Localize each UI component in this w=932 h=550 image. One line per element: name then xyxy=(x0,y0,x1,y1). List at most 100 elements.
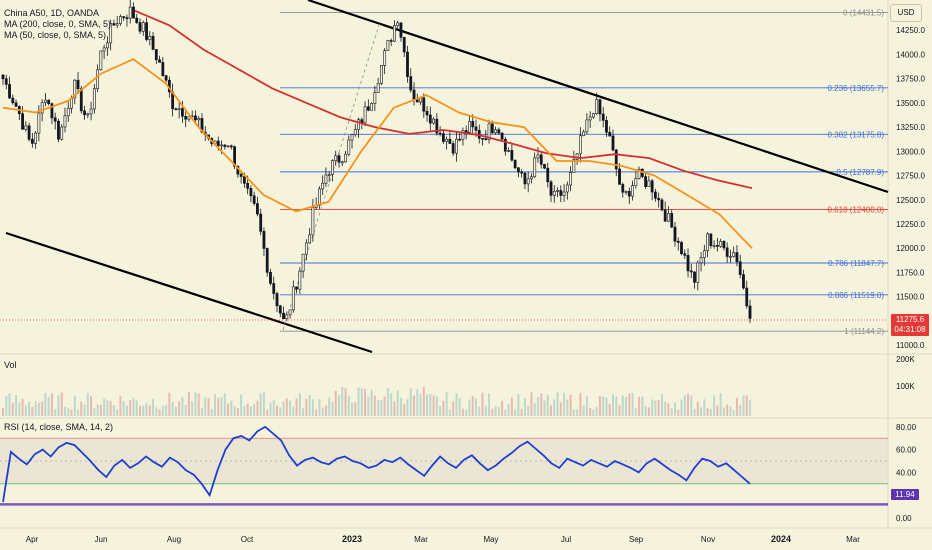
volume-bar xyxy=(132,397,135,416)
candle-body xyxy=(275,293,279,307)
candle-body xyxy=(422,97,426,112)
volume-bar xyxy=(328,397,331,416)
channel-upper-trendline[interactable] xyxy=(307,0,889,194)
time-tick-jun: Jun xyxy=(95,535,108,544)
volume-bar xyxy=(380,399,383,416)
candle-body xyxy=(115,23,119,26)
volume-bar xyxy=(569,394,572,416)
volume-bar xyxy=(602,396,605,416)
candle-body xyxy=(301,253,305,272)
candle-body xyxy=(308,234,312,244)
candle-body xyxy=(324,174,328,184)
candle-body xyxy=(298,270,302,290)
volume-title[interactable]: Vol xyxy=(4,360,17,370)
volume-bar xyxy=(341,386,344,416)
volume-bar xyxy=(249,406,252,416)
fib-label-0: 0 (14431.5) xyxy=(843,9,884,18)
candle-body xyxy=(63,115,67,128)
candle-body xyxy=(24,125,28,130)
candle-body xyxy=(706,233,709,251)
currency-button[interactable]: USD xyxy=(890,4,922,22)
volume-bar xyxy=(641,396,644,416)
rsi-title[interactable]: RSI (14, close, SMA, 14, 2) xyxy=(4,422,114,432)
volume-bar xyxy=(533,403,536,416)
candle-body xyxy=(428,114,432,124)
candle-body xyxy=(435,118,439,134)
volume-bar xyxy=(559,402,562,416)
volume-bar xyxy=(214,394,217,416)
candle-body xyxy=(588,116,592,121)
candle-body xyxy=(657,197,661,201)
volume-bar xyxy=(47,396,50,416)
time-axis[interactable]: Apr Jun Aug Oct 2023 Mar May Jul Sep Nov 2024 Mar xyxy=(26,534,860,544)
price-tick: 13750.0 xyxy=(896,75,925,84)
candle-body xyxy=(601,113,605,121)
volume-bar xyxy=(28,401,31,416)
candle-body xyxy=(119,16,122,24)
volume-bar xyxy=(439,405,442,416)
candle-body xyxy=(500,132,504,140)
candle-body xyxy=(135,17,139,23)
candle-body xyxy=(523,172,527,185)
volume-bar xyxy=(142,405,145,416)
price-candles xyxy=(1,0,752,324)
volume-bar xyxy=(478,406,481,416)
volume-bar xyxy=(605,397,608,416)
candle-body xyxy=(660,199,664,211)
volume-bar xyxy=(90,396,93,416)
time-tick-jul: Jul xyxy=(561,535,571,544)
candle-body xyxy=(693,271,696,283)
volume-bar xyxy=(337,395,340,416)
candle-body xyxy=(216,140,220,147)
volume-bar xyxy=(680,399,683,416)
volume-bar xyxy=(145,403,148,416)
candle-body xyxy=(683,253,687,256)
channel-lower-trendline[interactable] xyxy=(5,231,373,354)
candle-body xyxy=(396,22,400,26)
candle-body xyxy=(412,89,416,100)
volume-bar xyxy=(589,408,592,416)
candle-body xyxy=(748,305,752,319)
candle-body xyxy=(530,176,533,180)
ma200-legend[interactable]: MA (200, close, 0, SMA, 5) xyxy=(4,19,112,29)
volume-bar xyxy=(207,397,210,416)
fibonacci-retracement[interactable]: 0 (14431.5) 0.236 (13655.7) 0.382 (13175.8… xyxy=(280,9,888,337)
candle-body xyxy=(288,309,292,316)
candle-body xyxy=(702,250,706,258)
candle-body xyxy=(425,110,429,116)
candle-body xyxy=(311,207,315,236)
symbol-title[interactable]: China A50, 1D, OANDA xyxy=(4,8,100,18)
volume-bar xyxy=(308,395,311,416)
candle-body xyxy=(184,115,188,120)
rsi-tick: 40.00 xyxy=(896,468,917,477)
candle-body xyxy=(451,143,455,154)
volume-bar xyxy=(119,396,122,416)
volume-bar xyxy=(174,406,177,416)
volume-bar xyxy=(625,396,628,416)
ma50-legend[interactable]: MA (50, close, 0, SMA, 5) xyxy=(4,30,107,40)
volume-bar xyxy=(422,387,425,416)
candle-body xyxy=(194,115,197,121)
candle-body xyxy=(278,305,282,314)
candle-body xyxy=(676,240,680,243)
price-tick: 14000.0 xyxy=(896,50,925,59)
price-tick: 12250.0 xyxy=(896,220,925,229)
volume-bar xyxy=(181,396,184,416)
candle-body xyxy=(246,183,250,189)
candle-body xyxy=(265,248,269,273)
time-tick-2023: 2023 xyxy=(342,534,362,544)
candle-body xyxy=(536,154,540,159)
candle-body xyxy=(585,119,589,133)
volume-bar xyxy=(452,401,455,416)
candle-body xyxy=(732,252,736,257)
candle-body xyxy=(220,144,223,147)
candle-body xyxy=(249,188,253,197)
candle-body xyxy=(673,226,677,242)
candle-body xyxy=(709,233,713,246)
descending-channel[interactable] xyxy=(5,0,889,354)
candle-body xyxy=(174,108,178,111)
volume-bar xyxy=(129,400,132,416)
candle-body xyxy=(259,213,263,232)
price-axis[interactable]: 11000.011250.011500.011750.012000.012250… xyxy=(896,26,925,350)
volume-bar xyxy=(670,408,673,416)
